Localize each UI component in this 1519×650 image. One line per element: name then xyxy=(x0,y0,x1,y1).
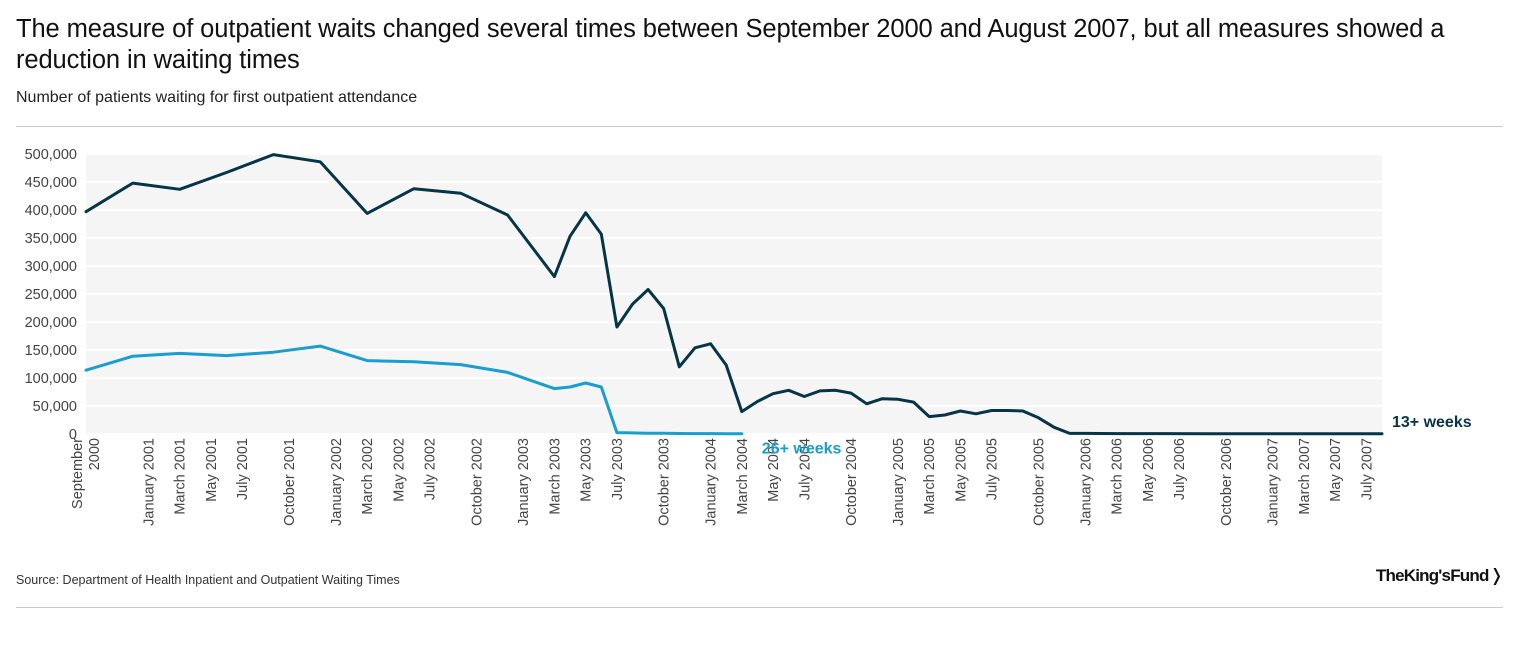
y-tick-label: 350,000 xyxy=(25,231,77,247)
x-tick-label: May 2001 xyxy=(204,438,220,502)
source-note: Source: Department of Health Inpatient a… xyxy=(16,573,400,587)
x-tick-label: May 2007 xyxy=(1328,438,1344,502)
x-tick-label: May 2004 xyxy=(766,438,782,502)
kings-fund-logo: TheKing'sFund❭ xyxy=(1375,566,1504,586)
x-tick-label: September xyxy=(70,438,86,509)
y-tick-label: 300,000 xyxy=(25,259,77,275)
x-tick-label: March 2001 xyxy=(173,438,189,515)
series-label: 26+ weeks xyxy=(762,441,842,458)
x-tick-label: October 2004 xyxy=(844,438,860,526)
x-tick-label: January 2003 xyxy=(516,438,532,526)
line-chart: 0 50,000 100,000 150,000 200,000 250,000 300,0… xyxy=(25,147,1472,526)
x-tick-label: May 2002 xyxy=(391,438,407,502)
x-tick-label: January 2007 xyxy=(1266,438,1282,526)
x-tick-label: May 2006 xyxy=(1141,438,1157,502)
chevron-right-icon: ❭ xyxy=(1489,566,1504,585)
y-tick-label: 500,000 xyxy=(25,147,77,163)
x-tick-label: July 2007 xyxy=(1359,438,1375,500)
x-tick-label: July 2006 xyxy=(1172,438,1188,500)
x-tick-label: March 2005 xyxy=(922,438,938,515)
series-line-26-weeks xyxy=(84,344,744,436)
x-tick-label: January 2002 xyxy=(329,438,345,526)
x-tick-label: May 2005 xyxy=(953,438,969,502)
chart-subtitle: Number of patients waiting for first out… xyxy=(16,89,418,106)
x-tick-label: July 2001 xyxy=(235,438,251,500)
chart-title: The measure of outpatient waits changed … xyxy=(16,15,1445,74)
series-label: 13+ weeks xyxy=(1392,414,1472,431)
x-tick-label: October 2002 xyxy=(469,438,485,526)
x-tick-label: March 2002 xyxy=(360,438,376,515)
bottom-divider xyxy=(16,607,1503,608)
y-tick-label: 250,000 xyxy=(25,287,77,303)
x-tick-label: July 2004 xyxy=(797,438,813,500)
series-line-13-weeks xyxy=(84,153,1384,436)
x-tick-label: October 2001 xyxy=(282,438,298,526)
x-tick-label: May 2003 xyxy=(579,438,595,502)
x-tick-label: March 2004 xyxy=(735,438,751,515)
y-tick-label: 0 xyxy=(69,427,77,443)
x-tick-label: October 2005 xyxy=(1031,438,1047,526)
y-tick-label: 400,000 xyxy=(25,203,77,219)
y-tick-label: 200,000 xyxy=(25,315,77,331)
x-tick-label: March 2007 xyxy=(1297,438,1313,515)
top-divider xyxy=(16,126,1503,127)
x-tick-label: January 2001 xyxy=(141,438,157,526)
y-tick-label: 450,000 xyxy=(25,175,77,191)
x-tick-label: January 2006 xyxy=(1078,438,1094,526)
x-tick-label: July 2003 xyxy=(610,438,626,500)
x-tick-label: July 2005 xyxy=(985,438,1001,500)
x-tick-label: January 2004 xyxy=(704,438,720,526)
x-tick-label: 2000 xyxy=(87,438,103,470)
y-tick-label: 100,000 xyxy=(25,371,77,387)
x-tick-label: July 2002 xyxy=(423,438,439,500)
logo-text: TheKing'sFund xyxy=(1375,566,1489,585)
x-tick-label: January 2005 xyxy=(891,438,907,526)
x-tick-label: October 2003 xyxy=(657,438,673,526)
x-tick-label: October 2006 xyxy=(1219,438,1235,526)
y-tick-label: 50,000 xyxy=(33,399,77,415)
y-tick-label: 150,000 xyxy=(25,343,77,359)
x-tick-label: March 2006 xyxy=(1110,438,1126,515)
x-tick-label: March 2003 xyxy=(547,438,563,515)
